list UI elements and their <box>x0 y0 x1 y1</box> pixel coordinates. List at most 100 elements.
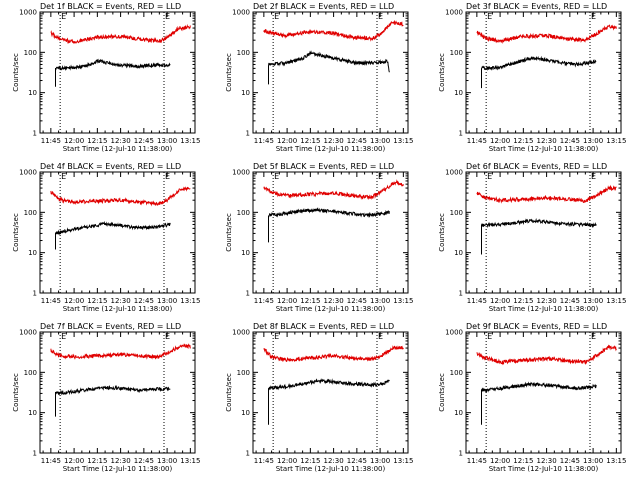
y-tick-label: 100 <box>237 49 250 57</box>
x-tick-label: 12:00 <box>490 457 510 465</box>
y-tick-label: 1000 <box>445 169 463 177</box>
x-tick-label: 11:45 <box>41 137 61 145</box>
x-tick-label: 12:45 <box>560 297 580 305</box>
panel-det-3f: Det 3f BLACK = Events, RED = LLD 1 10 100 10… <box>438 2 626 153</box>
panel-title: Det 1f BLACK = Events, RED = LLD <box>40 2 181 11</box>
panel-det-8f: Det 8f BLACK = Events, RED = LLD 1 10 100 10… <box>225 322 413 473</box>
plot-frame <box>252 331 409 454</box>
x-tick-label: 13:15 <box>606 457 626 465</box>
x-tick-label: 13:15 <box>393 457 413 465</box>
y-tick-label: 1 <box>246 450 250 458</box>
x-tick-label: 12:15 <box>513 457 533 465</box>
plot-frame <box>39 171 196 294</box>
y-tick-label: 1 <box>33 450 37 458</box>
x-tick-label: 13:00 <box>157 457 177 465</box>
x-tick-label: 11:45 <box>467 137 487 145</box>
y-tick-label: 10 <box>28 89 37 97</box>
lld-series-line <box>476 24 617 45</box>
marker-label: E <box>61 332 66 341</box>
plot-frame <box>39 11 196 134</box>
lld-series-line <box>50 186 191 207</box>
events-series-line <box>481 217 597 255</box>
x-tick-label: 12:45 <box>347 137 367 145</box>
panel-det-6f: Det 6f BLACK = Events, RED = LLD 1 10 100 10… <box>438 162 626 313</box>
marker-label: E <box>274 172 279 181</box>
y-tick-label: 1000 <box>232 9 250 17</box>
x-tick-label: 11:45 <box>41 297 61 305</box>
x-tick-label: 13:00 <box>370 457 390 465</box>
plot-frame <box>252 171 409 294</box>
x-axis-label: Start Time (12-Jul-10 11:38:00) <box>63 465 173 473</box>
x-axis-label: Start Time (12-Jul-10 11:38:00) <box>276 305 386 313</box>
panel-det-2f: Det 2f BLACK = Events, RED = LLD 1 10 100 10… <box>225 2 413 153</box>
x-tick-label: 11:45 <box>254 457 274 465</box>
y-tick-label: 1000 <box>19 9 37 17</box>
plot-frame <box>465 331 622 454</box>
x-tick-label: 12:15 <box>87 297 107 305</box>
marker-label: E <box>274 332 279 341</box>
x-tick-label: 13:00 <box>583 457 603 465</box>
x-tick-label: 13:00 <box>583 137 603 145</box>
events-series-line <box>268 378 390 425</box>
y-tick-label: 1000 <box>19 329 37 337</box>
x-tick-label: 13:00 <box>157 297 177 305</box>
y-tick-label: 1000 <box>445 9 463 17</box>
marker-label: E <box>61 172 66 181</box>
panel-title: Det 9f BLACK = Events, RED = LLD <box>466 322 607 331</box>
panel-title: Det 4f BLACK = Events, RED = LLD <box>40 162 181 171</box>
x-tick-label: 12:15 <box>513 137 533 145</box>
y-tick-label: 100 <box>450 209 463 217</box>
marker-label: E <box>165 172 170 181</box>
marker-label: E <box>165 332 170 341</box>
y-tick-label: 10 <box>454 409 463 417</box>
marker-label: E <box>378 332 383 341</box>
lld-series-line <box>476 184 617 204</box>
x-tick-label: 12:15 <box>300 297 320 305</box>
lld-series-line <box>50 343 191 360</box>
x-tick-label: 12:30 <box>324 297 344 305</box>
marker-label: E <box>487 12 492 21</box>
x-tick-label: 13:00 <box>157 137 177 145</box>
y-axis-label: Counts/sec <box>225 53 233 92</box>
x-tick-label: 13:00 <box>583 297 603 305</box>
x-axis-label: Start Time (12-Jul-10 11:38:00) <box>489 465 599 473</box>
y-tick-label: 1000 <box>232 329 250 337</box>
x-tick-label: 13:00 <box>370 297 390 305</box>
events-series-line <box>481 55 597 89</box>
x-tick-label: 12:00 <box>277 137 297 145</box>
x-tick-label: 11:45 <box>467 297 487 305</box>
marker-label: E <box>487 332 492 341</box>
plot-frame <box>465 171 622 294</box>
marker-label: E <box>378 172 383 181</box>
marker-label: E <box>487 172 492 181</box>
y-tick-label: 1000 <box>445 329 463 337</box>
lld-series-line <box>263 345 404 363</box>
x-axis-label: Start Time (12-Jul-10 11:38:00) <box>276 145 386 153</box>
plot-frame <box>39 331 196 454</box>
x-tick-label: 13:15 <box>180 457 200 465</box>
x-tick-label: 12:30 <box>537 457 557 465</box>
marker-label: E <box>61 12 66 21</box>
y-tick-label: 1 <box>459 290 463 298</box>
x-tick-label: 11:45 <box>254 137 274 145</box>
y-tick-label: 100 <box>237 369 250 377</box>
events-series-line <box>268 50 390 85</box>
marker-label: E <box>378 12 383 21</box>
x-tick-label: 12:00 <box>277 457 297 465</box>
x-tick-label: 13:15 <box>180 137 200 145</box>
y-tick-label: 1000 <box>232 169 250 177</box>
marker-label: E <box>591 12 596 21</box>
y-axis-label: Counts/sec <box>438 213 446 252</box>
marker-label: E <box>274 12 279 21</box>
marker-label: E <box>591 172 596 181</box>
x-tick-label: 12:45 <box>560 137 580 145</box>
x-tick-label: 12:30 <box>111 457 131 465</box>
y-tick-label: 10 <box>241 249 250 257</box>
y-axis-label: Counts/sec <box>438 373 446 412</box>
x-tick-label: 12:00 <box>64 457 84 465</box>
panel-det-5f: Det 5f BLACK = Events, RED = LLD 1 10 100 10… <box>225 162 413 313</box>
y-tick-label: 100 <box>24 49 37 57</box>
x-tick-label: 12:15 <box>300 457 320 465</box>
x-tick-label: 12:45 <box>347 297 367 305</box>
